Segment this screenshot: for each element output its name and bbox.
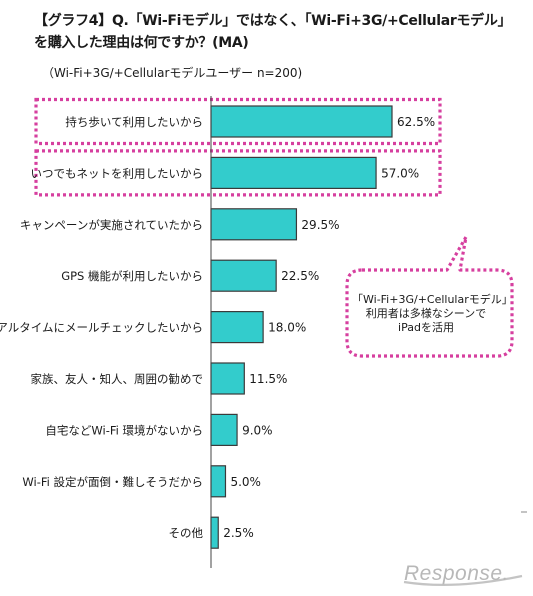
bar-5: [210, 311, 264, 344]
chart-subtitle: （Wi-Fi+3G/+Cellularモデルユーザー n=200): [42, 66, 303, 80]
watermark-swoosh: [403, 574, 523, 587]
category-label-3: キャンペーンが実施されていたから: [20, 218, 203, 232]
bar-2: [210, 156, 377, 189]
value-label-1: 62.5%: [397, 115, 435, 129]
highlight-box-2: [34, 149, 442, 197]
category-label-8: Wi-Fi 設定が面倒・難しそうだから: [22, 475, 203, 489]
category-label-6: 家族、友人・知人、周囲の勧めで: [31, 372, 204, 386]
value-label-5: 18.0%: [268, 321, 306, 335]
callout-line-2: 利用者は多様なシーンで: [365, 307, 487, 320]
callout-bubble: [345, 235, 514, 358]
value-label-2: 57.0%: [381, 166, 419, 180]
category-label-1: 持ち歩いて利用したいから: [65, 115, 203, 129]
category-label-4: GPS 機能が利用したいから: [61, 269, 203, 283]
value-label-4: 22.5%: [281, 269, 319, 283]
callout-annotation: 「Wi-Fi+3G/+Cellularモデル」 利用者は多様なシーンで iPad…: [352, 293, 513, 335]
highlight-box-1: [34, 97, 442, 146]
bar-8: [210, 465, 227, 498]
chart-title-line-1: 【グラフ4】Q.「Wi-Fiモデル」ではなく、「Wi-Fi+3G/+Cellul…: [34, 13, 512, 29]
value-label-8: 5.0%: [230, 475, 260, 489]
category-label-5: リアルタイムにメールチェックしたいから: [0, 321, 203, 335]
category-label-7: 自宅などWi-Fi 環境がないから: [45, 423, 203, 437]
callout-line-3: iPadを活用: [398, 321, 454, 334]
category-label-2: いつでもネットを利用したいから: [31, 166, 204, 180]
value-label-6: 11.5%: [249, 372, 287, 386]
value-label-7: 9.0%: [242, 423, 273, 437]
bar-7: [210, 413, 238, 446]
category-label-9: その他: [169, 526, 204, 540]
bar-3: [210, 208, 298, 241]
bar-9: [210, 516, 219, 549]
chart-title-line-2: を購入した理由は何ですか？(MA): [34, 35, 249, 51]
bar-6: [210, 362, 245, 395]
response-watermark-logo: Response.: [404, 562, 509, 585]
value-label-3: 29.5%: [301, 218, 339, 232]
bar-1: [210, 105, 393, 138]
bar-4: [210, 259, 277, 292]
value-label-9: 2.5%: [223, 526, 254, 540]
callout-line-1: 「Wi-Fi+3G/+Cellularモデル」: [352, 293, 513, 306]
